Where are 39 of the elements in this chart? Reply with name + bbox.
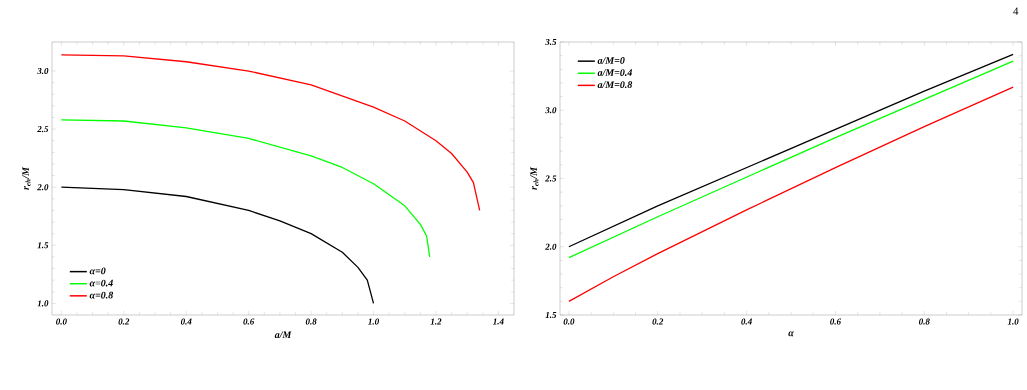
line-series xyxy=(60,54,481,212)
x-tick-label: 0.4 xyxy=(180,318,192,325)
x-tick-label: 1.2 xyxy=(430,318,442,325)
legend-label: a/M=0.4 xyxy=(597,69,632,76)
legend-label: a/M=0.8 xyxy=(597,81,633,89)
x-tick-label: 0.4 xyxy=(741,318,752,325)
legend-label: a/M=0 xyxy=(597,57,625,64)
line-series xyxy=(60,119,431,258)
x-tick-label: 0.6 xyxy=(243,318,255,325)
x-tick-label: 1.0 xyxy=(368,318,379,325)
y-tick-label: 2.0 xyxy=(545,243,557,250)
x-tick-label: 0.8 xyxy=(918,318,930,325)
x-axis-title: a/M xyxy=(274,331,292,339)
y-tick-label: 1.5 xyxy=(545,311,557,319)
y-tick-label: 3.0 xyxy=(545,107,557,114)
x-axis-title: α xyxy=(788,331,794,337)
y-tick-label: 1.0 xyxy=(37,300,49,307)
legend-label: α=0.8 xyxy=(89,291,114,299)
x-tick-label: 1.0 xyxy=(1007,318,1019,325)
y-axis-title: r$_{eh}$/M xyxy=(22,166,31,190)
x-tick-label: 0.6 xyxy=(830,318,842,325)
y-axis-title: r$_{eh}$/M xyxy=(530,166,539,190)
x-tick-label: 0.8 xyxy=(305,318,317,325)
legend-label: α=0.4 xyxy=(89,279,113,287)
text: 4 xyxy=(1013,7,1019,15)
y-tick-label: 2.5 xyxy=(545,175,557,182)
y-tick-label: 1.5 xyxy=(37,242,49,249)
x-tick-label: 0.2 xyxy=(118,318,130,325)
x-tick-label: 0.0 xyxy=(56,318,67,325)
y-tick-label: 3.0 xyxy=(37,67,49,75)
y-tick-label: 3.5 xyxy=(545,38,557,46)
x-tick-label: 0.0 xyxy=(563,318,575,325)
line-series xyxy=(60,186,375,305)
x-tick-label: 1.4 xyxy=(493,318,504,325)
y-tick-label: 2.5 xyxy=(37,126,49,133)
y-tick-label: 2.0 xyxy=(37,184,49,191)
line-series xyxy=(568,86,1014,302)
x-tick-label: 0.2 xyxy=(652,318,664,325)
legend-label: α=0 xyxy=(89,267,106,275)
